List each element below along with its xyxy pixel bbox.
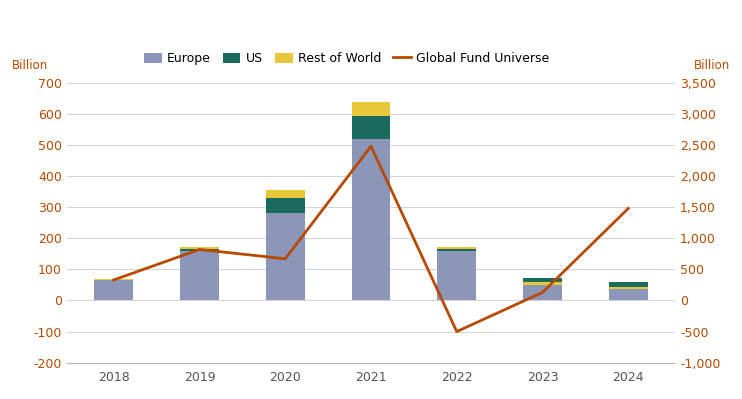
Bar <box>438 251 476 300</box>
Bar <box>523 278 562 300</box>
Global Fund Universe <box>109 278 118 282</box>
Global Fund Universe <box>195 247 204 252</box>
Bar <box>609 282 648 289</box>
Bar <box>180 249 219 251</box>
Bar <box>523 282 562 285</box>
Global Fund Universe <box>367 144 375 148</box>
Bar <box>180 251 219 300</box>
Global Fund Universe <box>538 290 547 295</box>
Bar <box>94 280 133 300</box>
Bar <box>523 278 562 285</box>
Bar <box>352 139 390 300</box>
Bar <box>266 190 304 198</box>
Text: Billion: Billion <box>12 59 48 71</box>
Global Fund Universe <box>624 206 633 211</box>
Bar <box>94 279 133 280</box>
Bar <box>180 247 219 249</box>
Bar <box>609 282 648 300</box>
Legend: Europe, US, Rest of World, Global Fund Universe: Europe, US, Rest of World, Global Fund U… <box>139 47 554 70</box>
Bar <box>609 287 648 289</box>
Global Fund Universe <box>453 329 462 334</box>
Text: Billion: Billion <box>694 59 730 71</box>
Bar <box>352 117 390 139</box>
Bar <box>438 247 476 249</box>
Bar <box>438 249 476 251</box>
Bar <box>266 198 304 213</box>
Global Fund Universe <box>280 257 289 261</box>
Line: Global Fund Universe: Global Fund Universe <box>114 146 628 332</box>
Bar <box>266 213 304 300</box>
Bar <box>352 102 390 117</box>
